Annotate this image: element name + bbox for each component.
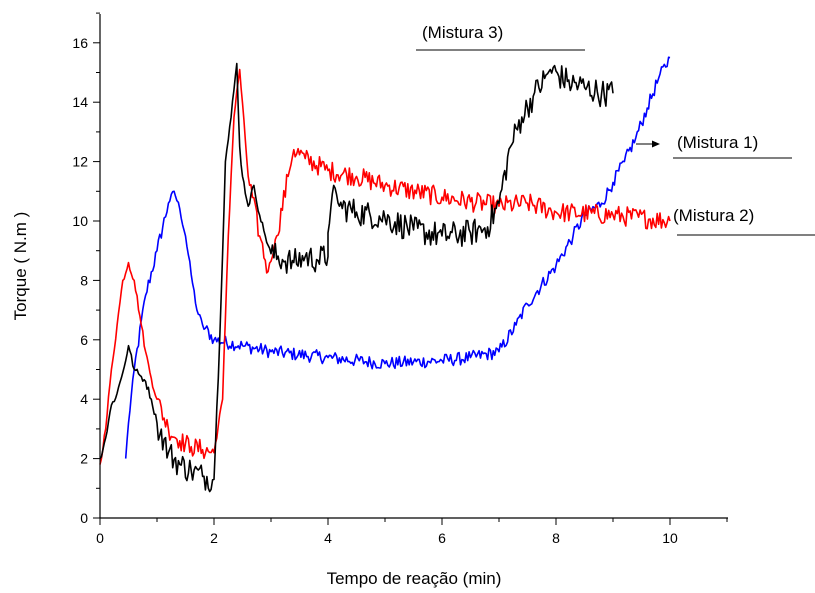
axes-layer	[99, 14, 728, 519]
y-tick-label: 14	[72, 94, 88, 110]
annotation-mistura-1-label: (Mistura 1)	[677, 133, 758, 152]
annotation-mistura-1-arrow-head	[652, 140, 660, 148]
annotation-mistura-1: (Mistura 1)	[636, 133, 792, 159]
annotation-mistura-2-label: (Mistura 2)	[673, 206, 754, 225]
series-line-mistura-2	[99, 68, 671, 465]
x-tick-label: 10	[662, 530, 678, 546]
y-tick-label: 6	[80, 332, 88, 348]
series-line-mistura-3	[99, 62, 614, 493]
y-axis-label: Torque ( N.m )	[11, 212, 30, 321]
annotation-mistura-2: (Mistura 2)	[673, 206, 815, 236]
x-tick-label: 8	[552, 530, 560, 546]
x-tick-label: 6	[438, 530, 446, 546]
annotation-mistura-3: (Mistura 3)	[416, 23, 585, 51]
x-tick-label: 0	[96, 530, 104, 546]
y-tick-label: 10	[72, 213, 88, 229]
y-tick-label: 12	[72, 154, 88, 170]
x-tick-label: 2	[210, 530, 218, 546]
annotation-mistura-3-label: (Mistura 3)	[422, 23, 503, 42]
y-tick-label: 4	[80, 391, 88, 407]
x-tick-label: 4	[324, 530, 332, 546]
series-layer	[99, 56, 671, 493]
y-tick-label: 16	[72, 35, 88, 51]
x-axis-label: Tempo de reação (min)	[327, 569, 502, 588]
y-tick-label: 2	[80, 451, 88, 467]
y-tick-label: 0	[80, 510, 88, 526]
y-tick-label: 8	[80, 272, 88, 288]
ticks-layer: 0 2 4 6 8 10 0 2 4 6 8 10 12 14 16	[72, 12, 728, 546]
series-line-mistura-1	[124, 56, 671, 459]
